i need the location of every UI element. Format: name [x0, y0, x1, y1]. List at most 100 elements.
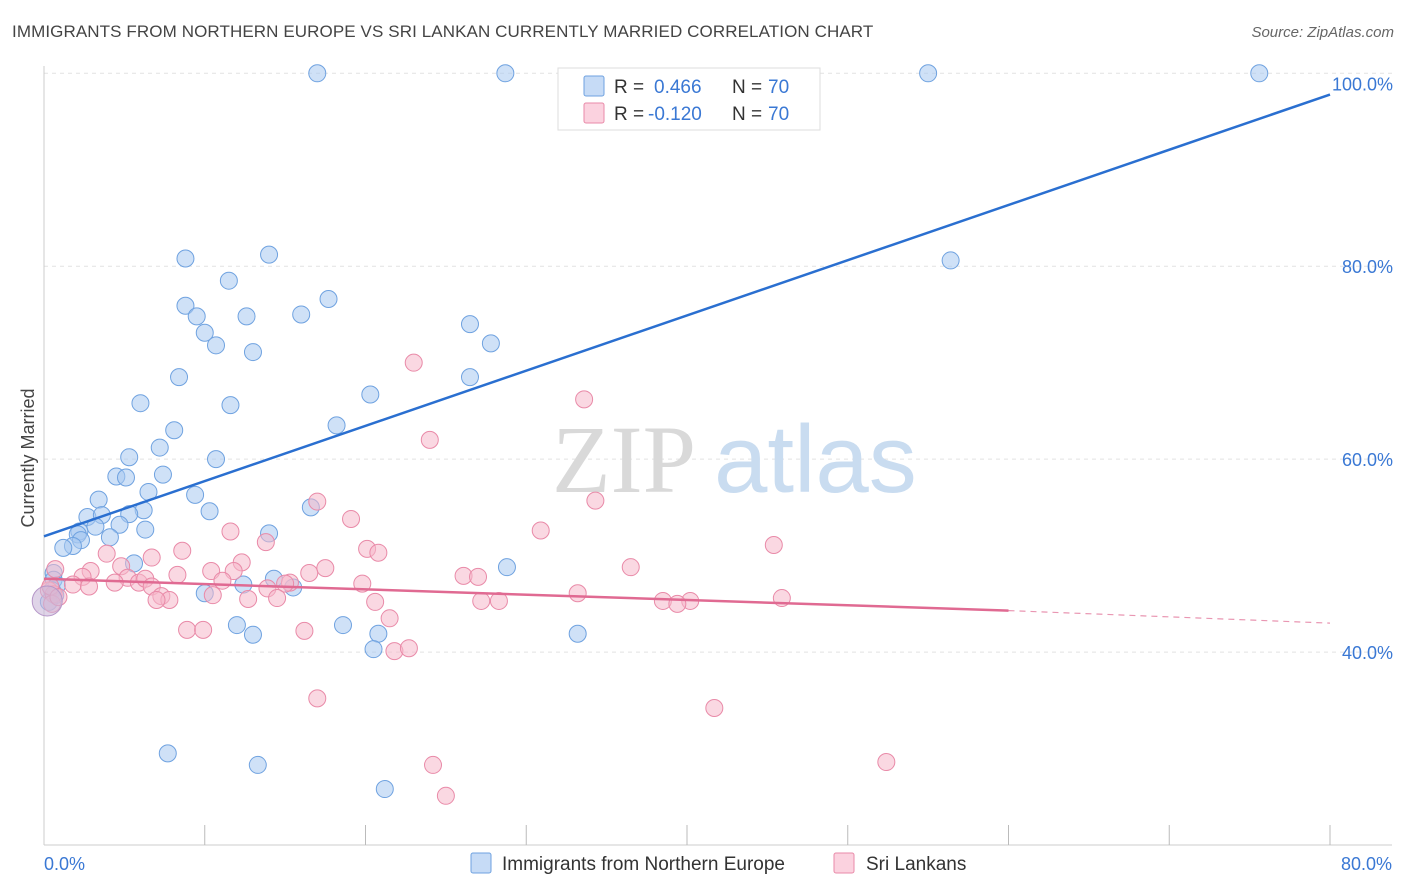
point-sri-lankan-0	[404, 353, 423, 372]
point-sri-lankan-34	[213, 571, 232, 590]
point-northern-europe-64	[243, 625, 262, 644]
legend-r-label-2: R =	[614, 104, 644, 125]
point-northern-europe-4	[176, 249, 195, 268]
point-northern-europe-16	[460, 315, 479, 334]
point-northern-europe-17	[481, 334, 500, 353]
point-northern-europe-29	[116, 468, 135, 487]
point-sri-lankan-57	[178, 620, 197, 639]
point-sri-lankan-6	[221, 522, 240, 541]
x-tick-marks	[204, 825, 1331, 845]
legend-n-label-1: N =	[732, 77, 762, 98]
point-sri-lankan-42	[203, 586, 222, 605]
point-northern-europe-63	[333, 616, 352, 635]
point-sri-lankan-63	[308, 689, 327, 708]
point-cluster-origin	[31, 585, 63, 617]
y-tick-label-1: 60.0%	[1342, 450, 1393, 470]
point-sri-lankan-49	[472, 591, 491, 610]
point-sri-lankan-16	[316, 559, 335, 578]
trend-line-1	[43, 577, 1009, 612]
point-northern-europe-23	[327, 416, 346, 435]
point-sri-lankan-2	[420, 430, 439, 449]
point-sri-lankan-7	[531, 521, 550, 540]
point-northern-europe-9	[176, 296, 195, 315]
point-sri-lankan-31	[105, 573, 124, 592]
point-sri-lankan-28	[469, 567, 488, 586]
point-sri-lankan-9	[97, 544, 116, 563]
point-northern-europe-40	[110, 515, 129, 534]
point-northern-europe-27	[207, 450, 226, 469]
point-sri-lankan-8	[256, 533, 275, 552]
legend-box: R = 0.466 N = 70 R = -0.120 N = 70	[557, 67, 821, 131]
point-sri-lankan-60	[380, 609, 399, 628]
point-northern-europe-50	[497, 558, 516, 577]
point-sri-lankan-11	[369, 543, 388, 562]
point-northern-europe-19	[460, 368, 479, 387]
point-northern-europe-35	[200, 502, 219, 521]
point-northern-europe-3	[1250, 64, 1269, 83]
point-northern-europe-2	[919, 64, 938, 83]
point-northern-europe-44	[136, 520, 155, 539]
point-northern-europe-8	[319, 290, 338, 309]
point-northern-europe-1	[496, 64, 515, 83]
bottom-legend-label-1: Immigrants from Northern Europe	[502, 854, 785, 875]
point-sri-lankan-67	[436, 786, 455, 805]
point-northern-europe-20	[361, 385, 380, 404]
legend-n-value-2: 70	[768, 104, 789, 125]
point-northern-europe-5	[260, 245, 279, 264]
point-northern-europe-7	[219, 271, 238, 290]
point-sri-lankan-65	[877, 753, 896, 772]
legend-r-value-2: -0.120	[648, 104, 702, 125]
point-sri-lankan-14	[142, 548, 161, 567]
point-sri-lankan-58	[194, 620, 213, 639]
point-sri-lankan-30	[353, 574, 372, 593]
point-sri-lankan-5	[342, 509, 361, 528]
point-sri-lankan-59	[295, 621, 314, 640]
trend-line-0	[43, 93, 1331, 538]
chart-title: IMMIGRANTS FROM NORTHERN EUROPE VS SRI L…	[12, 22, 874, 41]
point-northern-europe-43	[100, 528, 119, 547]
point-northern-europe-65	[369, 624, 388, 643]
y-tick-label-0: 40.0%	[1342, 643, 1393, 663]
point-sri-lankan-62	[399, 639, 418, 658]
point-sri-lankan-4	[586, 491, 605, 510]
point-northern-europe-33	[89, 490, 108, 509]
legend-n-label-2: N =	[732, 104, 762, 125]
point-northern-europe-12	[292, 305, 311, 324]
point-sri-lankan-53	[668, 594, 687, 613]
y-tick-label-3: 100.0%	[1332, 74, 1393, 94]
point-northern-europe-11	[237, 307, 256, 326]
y-tick-labels: 40.0% 60.0% 80.0% 100.0%	[1332, 74, 1393, 663]
point-northern-europe-49	[54, 538, 73, 557]
trend-line-dashed-1	[1008, 609, 1331, 624]
point-northern-europe-13	[195, 323, 214, 342]
bottom-legend-swatch-pink	[833, 852, 855, 874]
point-northern-europe-66	[568, 624, 587, 643]
point-sri-lankan-12	[173, 541, 192, 560]
point-sri-lankan-66	[424, 755, 443, 774]
point-northern-europe-15	[243, 343, 262, 362]
point-northern-europe-10	[187, 307, 206, 326]
point-sri-lankan-46	[239, 590, 258, 609]
point-sri-lankan-21	[46, 560, 65, 579]
bottom-legend: Immigrants from Northern Europe Sri Lank…	[470, 852, 966, 875]
bottom-legend-swatch-blue	[470, 852, 492, 874]
point-northern-europe-69	[248, 755, 267, 774]
point-sri-lankan-37	[80, 577, 99, 596]
y-tick-label-2: 80.0%	[1342, 257, 1393, 277]
legend-r-label-1: R =	[614, 77, 644, 98]
point-sri-lankan-25	[168, 565, 187, 584]
point-sri-lankan-1	[575, 390, 594, 409]
point-northern-europe-14	[207, 336, 226, 355]
point-northern-europe-6	[941, 251, 960, 270]
legend-swatch-blue	[583, 75, 605, 97]
point-northern-europe-26	[120, 448, 139, 467]
point-sri-lankan-48	[147, 590, 166, 609]
point-sri-lankan-64	[705, 699, 724, 718]
point-northern-europe-22	[221, 396, 240, 415]
point-northern-europe-68	[158, 744, 177, 763]
point-sri-lankan-43	[268, 589, 287, 608]
point-northern-europe-30	[153, 465, 172, 484]
legend-n-value-1: 70	[768, 77, 789, 98]
point-northern-europe-21	[131, 394, 150, 413]
